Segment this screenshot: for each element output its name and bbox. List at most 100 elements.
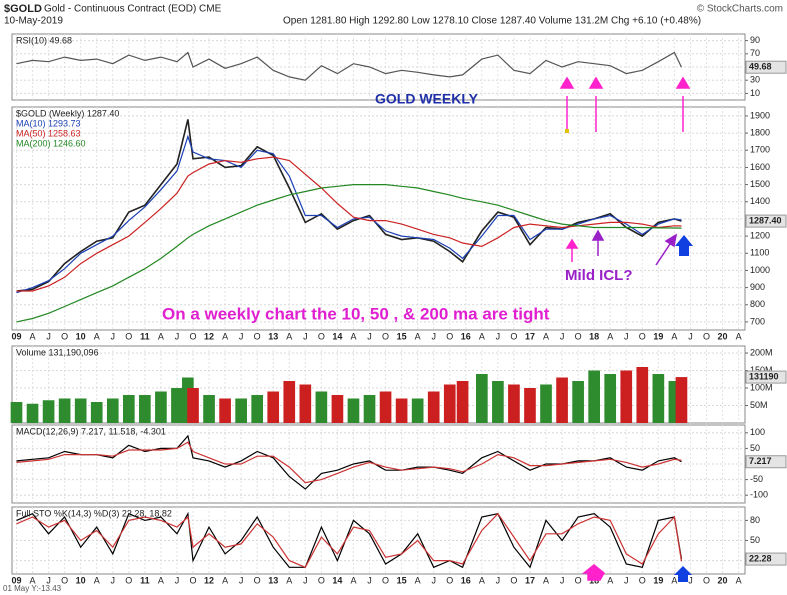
x-tick-label: A bbox=[286, 331, 292, 341]
last-value-box bbox=[745, 370, 787, 384]
x-tick-label: 20 bbox=[718, 575, 728, 585]
volume-bar bbox=[58, 398, 71, 423]
y-tick-label: 900 bbox=[750, 282, 765, 292]
last-value-box bbox=[745, 552, 787, 566]
volume-bar bbox=[556, 377, 568, 423]
y-tick-label: 1600 bbox=[750, 162, 770, 172]
y-tick-label: 50 bbox=[750, 535, 760, 545]
x-tick-label: A bbox=[607, 331, 613, 341]
volume-bar bbox=[604, 374, 617, 423]
x-tick-label: J bbox=[560, 331, 565, 341]
x-tick-label: J bbox=[303, 331, 308, 341]
x-tick-label: 09 bbox=[11, 331, 21, 341]
x-tick-label: 09 bbox=[11, 575, 21, 585]
x-tick-label: 17 bbox=[525, 331, 535, 341]
symbol: $GOLD bbox=[4, 3, 42, 15]
x-tick-label: O bbox=[575, 575, 582, 585]
legend-entry: MA(50) 1258.63 bbox=[16, 128, 81, 138]
y-tick-label: -100 bbox=[750, 490, 768, 500]
last-value-label: 131190 bbox=[749, 371, 779, 381]
last-value-label: 1287.40 bbox=[749, 215, 782, 225]
volume-bar bbox=[675, 377, 688, 423]
volume-bar bbox=[171, 388, 183, 423]
annotations: GOLD WEEKLY On a weekly chart the 10, 50… bbox=[162, 76, 693, 582]
x-tick-label: J bbox=[111, 575, 116, 585]
x-tick-label: O bbox=[639, 575, 646, 585]
x-tick-label: A bbox=[94, 575, 100, 585]
x-tick-label: 14 bbox=[332, 331, 342, 341]
arrow-head bbox=[664, 233, 678, 248]
x-tick-label: J bbox=[688, 331, 693, 341]
x-tick-label: 16 bbox=[461, 331, 471, 341]
x-tick-label: J bbox=[431, 331, 436, 341]
x-tick-label: O bbox=[254, 575, 261, 585]
credit: © StockCharts.com bbox=[697, 4, 783, 15]
x-tick-label: A bbox=[415, 331, 421, 341]
panel-label: Volume 131,190,096 bbox=[16, 347, 99, 357]
x-tick-label: A bbox=[30, 331, 36, 341]
arrow bbox=[675, 235, 693, 256]
arrow-head bbox=[559, 76, 575, 89]
arrows bbox=[591, 229, 678, 266]
volume-bar bbox=[155, 391, 167, 423]
y-tick-label: 1100 bbox=[750, 248, 769, 258]
arrows bbox=[559, 76, 691, 581]
title: Gold - Continuous Contract (EOD) CME bbox=[44, 4, 222, 15]
volume-bar bbox=[299, 384, 312, 423]
x-tick-label: A bbox=[158, 575, 164, 585]
volume-bar bbox=[456, 381, 469, 423]
marker bbox=[565, 129, 569, 133]
y-tick-label: 50 bbox=[750, 443, 760, 453]
x-tick-label: 10 bbox=[76, 331, 86, 341]
legend-entry: MA(200) 1246.60 bbox=[16, 138, 86, 148]
y-tick-label: 800 bbox=[750, 299, 765, 309]
x-tick-label: J bbox=[624, 331, 629, 341]
x-tick-label: A bbox=[222, 575, 228, 585]
x-tick-label: 19 bbox=[653, 575, 663, 585]
volume-bar bbox=[347, 398, 360, 423]
x-tick-label: 12 bbox=[204, 331, 214, 341]
y-tick-label: 1800 bbox=[750, 127, 770, 137]
x-tick-label: 11 bbox=[140, 331, 150, 341]
y-tick-label: 700 bbox=[750, 316, 765, 326]
x-tick-label: A bbox=[671, 331, 677, 341]
x-tick-label: A bbox=[286, 575, 292, 585]
series-line bbox=[16, 51, 683, 81]
x-tick-label: J bbox=[239, 575, 244, 585]
volume-bar bbox=[122, 395, 135, 423]
annotation: Mild ICL? bbox=[565, 267, 633, 284]
volume-bar bbox=[331, 395, 344, 423]
annotation: GOLD WEEKLY bbox=[375, 91, 479, 107]
panel-frame bbox=[11, 33, 746, 101]
x-tick-label: A bbox=[736, 575, 742, 585]
x-tick-label: J bbox=[624, 575, 629, 585]
x-tick-label: O bbox=[510, 331, 517, 341]
y-tick-label: 90 bbox=[750, 35, 760, 45]
legend-entry: MA(10) 1293.73 bbox=[16, 118, 81, 128]
x-tick-label: 15 bbox=[397, 331, 407, 341]
x-tick-label: O bbox=[125, 331, 132, 341]
last-value-box bbox=[745, 455, 787, 469]
y-tick-label: 1500 bbox=[750, 179, 770, 189]
volume-bar bbox=[74, 398, 87, 423]
volume-bar bbox=[139, 395, 151, 423]
volume-bar bbox=[267, 391, 280, 423]
x-tick-label: J bbox=[367, 575, 372, 585]
volume-bar bbox=[668, 381, 681, 423]
y-tick-label: 50M bbox=[750, 400, 768, 410]
panel-label: Full STO %K(14,3) %D(3) 22.28, 18.82 bbox=[16, 508, 172, 518]
x-tick-label: O bbox=[125, 575, 132, 585]
volume-bar bbox=[26, 403, 39, 423]
volume-bar bbox=[476, 374, 488, 423]
volume-bar bbox=[443, 384, 456, 423]
x-tick-label: O bbox=[510, 575, 517, 585]
y-tick-label: 70 bbox=[750, 48, 760, 58]
x-tick-label: A bbox=[350, 331, 356, 341]
x-tick-label: O bbox=[446, 575, 453, 585]
arrows bbox=[674, 235, 693, 582]
x-tick-label: O bbox=[446, 331, 453, 341]
x-tick-label: 10 bbox=[76, 575, 86, 585]
x-tick-label: O bbox=[575, 331, 582, 341]
panel-frame bbox=[11, 506, 746, 575]
panel-frame bbox=[11, 345, 746, 424]
